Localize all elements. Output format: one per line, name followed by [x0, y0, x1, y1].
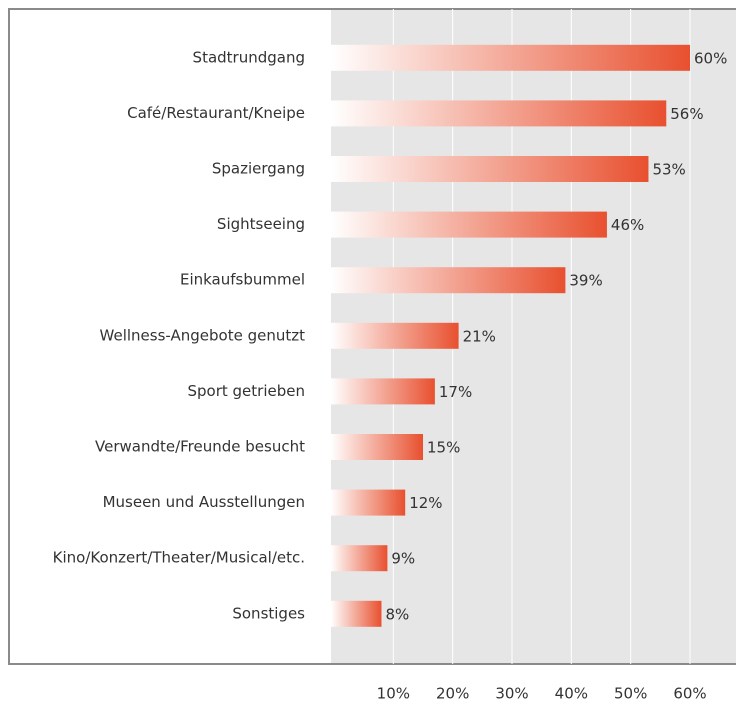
bar	[331, 378, 435, 405]
bar	[331, 434, 423, 460]
bar	[331, 44, 690, 71]
bar	[331, 211, 607, 238]
x-tick-label: 60%	[673, 685, 706, 703]
category-label: Spaziergang	[212, 160, 305, 178]
x-tick-label: 40%	[555, 685, 588, 703]
category-label: Kino/Konzert/Theater/Musical/etc.	[53, 549, 305, 567]
category-label: Wellness-Angebote genutzt	[100, 326, 306, 344]
bar	[331, 156, 649, 182]
value-label: 15%	[427, 439, 460, 457]
value-label: 12%	[409, 494, 442, 512]
category-label: Sport getrieben	[188, 382, 306, 400]
bar	[331, 322, 459, 349]
value-label: 17%	[439, 383, 472, 401]
x-tick-label: 50%	[614, 685, 647, 703]
bar	[331, 545, 388, 572]
bar	[331, 489, 406, 516]
value-label: 9%	[391, 550, 415, 568]
value-label: 46%	[611, 216, 644, 234]
x-tick-label: 30%	[495, 685, 528, 703]
value-label: 53%	[652, 161, 685, 179]
bar	[331, 100, 667, 127]
category-label: Museen und Ausstellungen	[103, 493, 305, 511]
category-label: Sonstiges	[232, 604, 305, 622]
x-tick-label: 20%	[436, 685, 469, 703]
value-label: 60%	[694, 49, 727, 67]
value-label: 21%	[463, 327, 496, 345]
category-label: Café/Restaurant/Kneipe	[127, 104, 305, 122]
x-tick-label: 10%	[377, 685, 410, 703]
value-label: 56%	[670, 105, 703, 123]
bar	[331, 267, 566, 294]
category-label: Einkaufsbummel	[180, 271, 305, 289]
category-label: Verwandte/Freunde besucht	[95, 438, 305, 456]
value-label: 8%	[385, 605, 409, 623]
frame	[8, 8, 736, 665]
category-label: Stadtrundgang	[193, 48, 305, 66]
bar	[331, 600, 382, 627]
value-label: 39%	[569, 272, 602, 290]
category-label: Sightseeing	[217, 215, 305, 233]
